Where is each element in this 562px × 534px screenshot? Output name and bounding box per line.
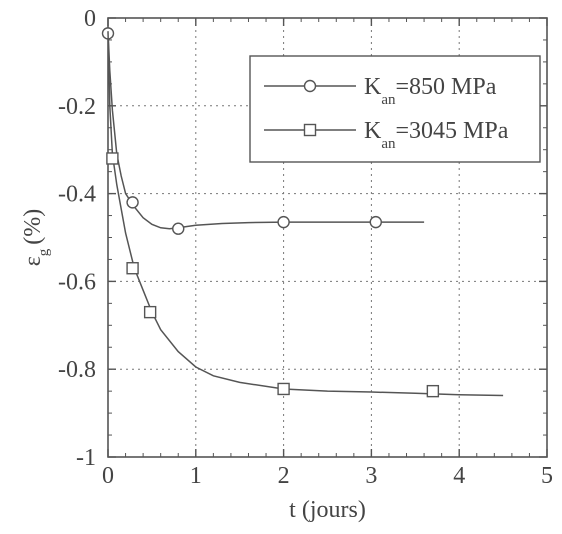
legend-label: Kan=850 MPa <box>364 74 497 108</box>
x-tick-label: 0 <box>102 463 114 489</box>
legend-entry: Kan=850 MPa <box>264 74 497 108</box>
series-2-point <box>426 384 440 398</box>
series-2-point <box>106 152 119 165</box>
y-tick-label: -0.4 <box>58 182 96 208</box>
series-2-point <box>126 262 139 275</box>
y-tick-label: -1 <box>76 445 96 471</box>
y-tick-label: 0 <box>84 6 96 32</box>
legend-marker <box>303 123 317 137</box>
series-1-point <box>126 196 139 209</box>
series-1-point <box>172 222 185 235</box>
y-axis-title: εg (%) <box>20 209 52 267</box>
series-group <box>101 27 504 398</box>
series-2-point <box>143 305 157 319</box>
y-tick-label: -0.2 <box>58 94 96 120</box>
x-axis-title: t (jours) <box>289 497 366 523</box>
series-2-line <box>107 31 504 397</box>
legend-box <box>249 55 541 163</box>
x-tick-label: 3 <box>365 463 377 489</box>
series-2 <box>106 31 504 398</box>
legend-label: Kan=3045 MPa <box>364 118 509 152</box>
y-axis-unit: (%) <box>20 209 46 245</box>
y-tick-label: -0.8 <box>58 357 96 383</box>
x-tick-label: 5 <box>541 463 553 489</box>
y-tick-label: -0.6 <box>58 269 96 295</box>
y-axis-subscript: g <box>36 248 52 256</box>
series-2-point <box>277 382 290 396</box>
legend-marker <box>303 79 317 93</box>
x-tick-label: 1 <box>190 463 202 489</box>
series-1-point <box>369 215 382 229</box>
x-tick-label: 2 <box>278 463 290 489</box>
y-axis-symbol: ε <box>20 256 46 266</box>
legend-entry: Kan=3045 MPa <box>264 118 509 152</box>
series-1-point <box>277 215 290 229</box>
legend: Kan=850 MPa Kan=3045 MPa <box>249 55 541 163</box>
x-tick-label: 4 <box>453 463 465 489</box>
